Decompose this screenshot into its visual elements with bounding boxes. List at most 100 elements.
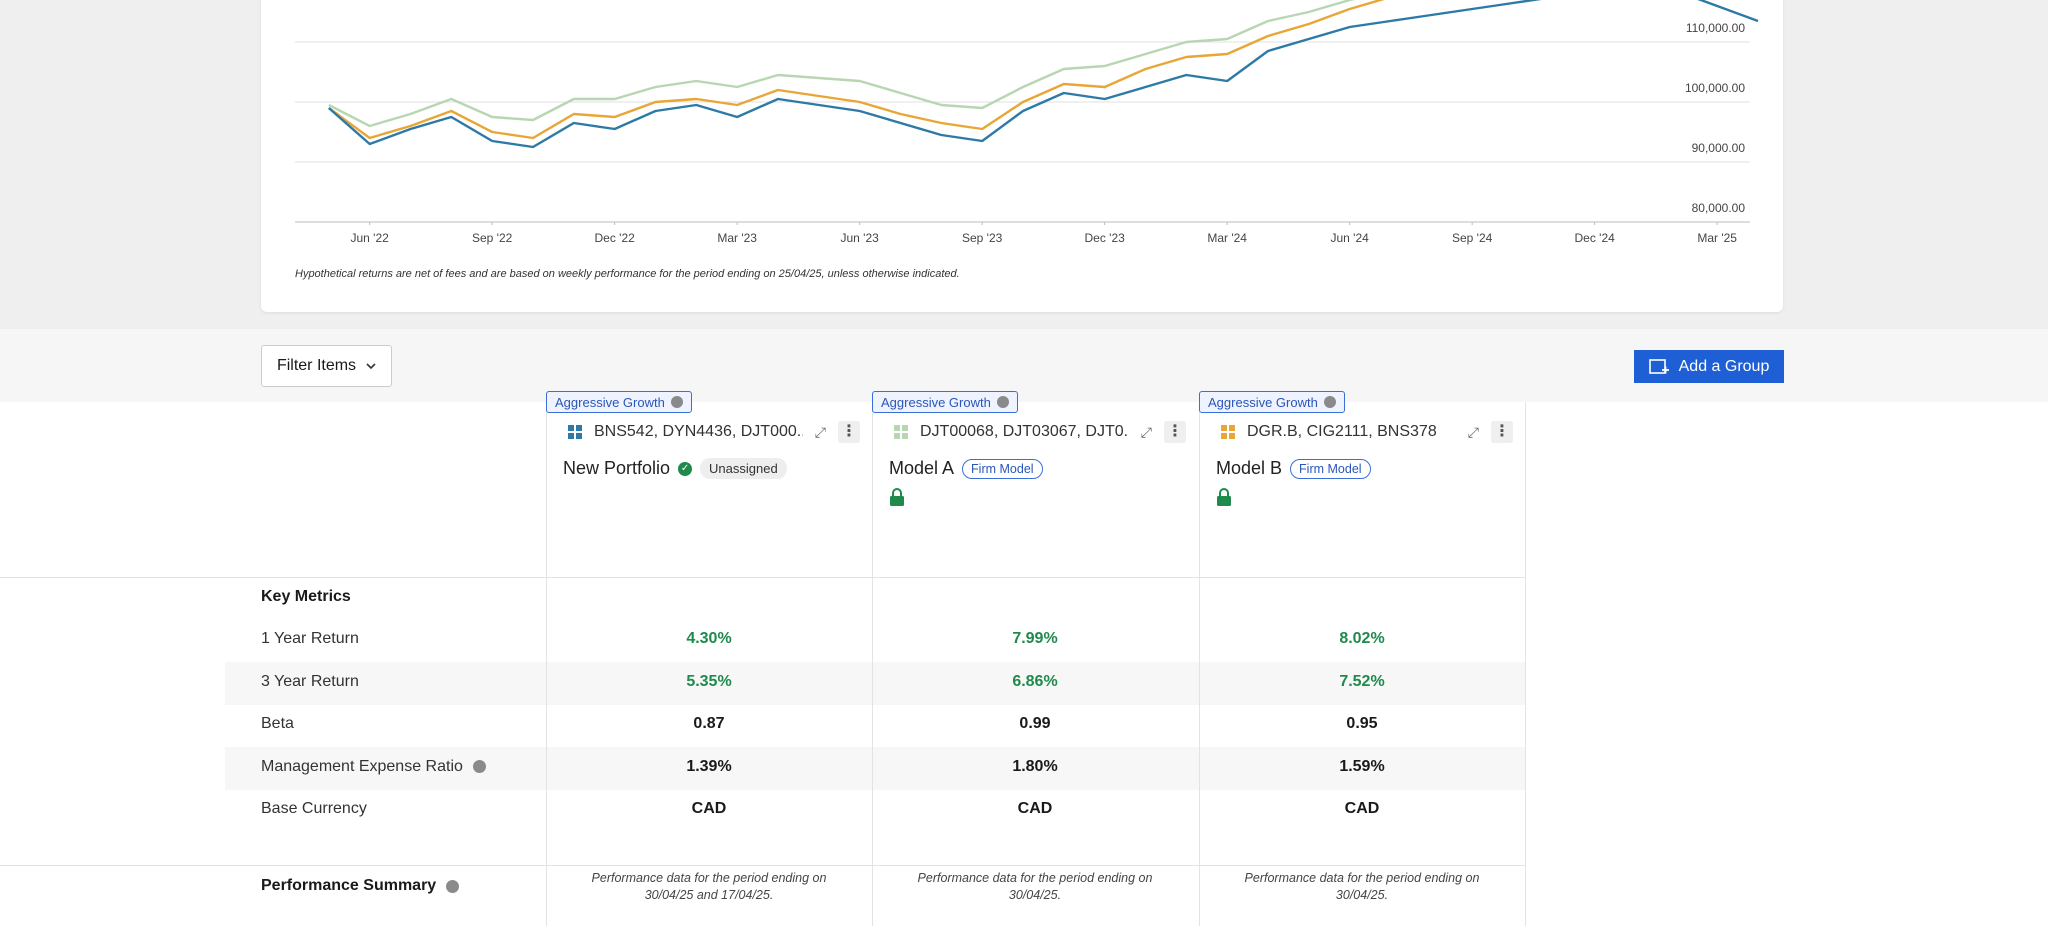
grid-icon <box>1221 425 1235 439</box>
metric-value: 0.95 <box>1346 715 1378 732</box>
metric-value: 0.87 <box>693 715 725 732</box>
x-tick-label: Dec '24 <box>1575 231 1616 245</box>
series-line <box>328 0 1356 128</box>
metric-value: 5.35% <box>686 672 732 690</box>
filter-button[interactable]: Filter Items <box>261 345 392 387</box>
model-name: Model A <box>889 458 955 478</box>
column-header: DJT00068, DJT03067, DJT0... ⤢ ⋮ <box>894 420 1186 444</box>
group-tag: Aggressive Growth <box>872 391 1018 413</box>
comparison-table: Key Metrics 1 Year Return 4.30% 7.99% 8.02% 3… <box>0 402 2048 926</box>
info-icon <box>446 879 460 893</box>
grid-icon-cell <box>1229 433 1235 439</box>
group-tag: Aggressive Growth <box>546 391 692 413</box>
x-tick-label: Mar '25 <box>1697 231 1737 245</box>
section-title: Performance Summary <box>261 877 460 895</box>
x-tick-label: Dec '22 <box>595 231 636 245</box>
row-label: 3 Year Return <box>261 673 359 691</box>
section-title: Key Metrics <box>261 588 351 605</box>
model-name: New Portfolio <box>563 458 671 478</box>
divider <box>0 577 1525 578</box>
grid-icon-cell <box>1221 433 1227 439</box>
grid-icon-cell <box>576 425 582 431</box>
grid-icon-cell <box>894 433 900 439</box>
metric-value: CAD <box>1017 800 1053 817</box>
column-header: BNS542, DYN4436, DJT000... ⤢ ⋮ <box>568 420 860 444</box>
row-label-text: 3 Year Return <box>261 672 359 690</box>
tickers: BNS542, DYN4436, DJT000... <box>594 423 803 440</box>
firm-badge: Firm Model <box>1290 458 1371 479</box>
section-title-text: Performance Summary <box>261 877 437 894</box>
group-tag-text: Aggressive Growth <box>881 394 991 410</box>
grid-icon-cell <box>902 425 908 431</box>
x-tick-label: Mar '24 <box>1207 231 1247 245</box>
row-stripe <box>225 662 1525 705</box>
tickers: DJT00068, DJT03067, DJT0... <box>920 423 1129 440</box>
column-divider <box>872 402 873 926</box>
group-tag-text: Aggressive Growth <box>1208 394 1318 410</box>
performance-note: Performance data for the period ending o… <box>1244 871 1480 902</box>
metric-value: 1.39% <box>686 757 732 775</box>
metric-value: 1.59% <box>1339 757 1385 775</box>
series-line <box>328 0 1759 149</box>
x-tick-label: Dec '23 <box>1085 231 1126 245</box>
info-icon <box>1323 396 1336 408</box>
column-divider <box>546 402 547 926</box>
group-tag-text: Aggressive Growth <box>555 394 665 410</box>
tickers: DGR.B, CIG2111, BNS378 <box>1247 423 1437 440</box>
chart-note: Hypothetical returns are net of fees and… <box>295 268 960 280</box>
row-label: Management Expense Ratio <box>261 758 486 776</box>
row-label-text: Beta <box>261 715 294 732</box>
grid-icon-cell <box>894 425 900 431</box>
expand-icon[interactable]: ⤢ <box>1140 423 1152 440</box>
x-tick-label: Sep '24 <box>1452 231 1493 245</box>
column-header: DGR.B, CIG2111, BNS378 ⤢ ⋮ <box>1221 420 1513 444</box>
grid-icon <box>568 425 582 439</box>
performance-note: Performance data for the period ending o… <box>591 871 827 902</box>
grid-icon-cell <box>568 425 574 431</box>
check-icon: ✓ <box>678 461 693 476</box>
row-label-text: 1 Year Return <box>261 630 359 647</box>
lock-icon <box>889 488 905 506</box>
row-label-text: Base Currency <box>261 800 367 817</box>
y-tick-label: 80,000.00 <box>1692 201 1746 215</box>
metric-value: 6.86% <box>1012 672 1058 690</box>
y-tick-label: 110,000.00 <box>1686 21 1745 35</box>
chart: 80,000.00 90,000.00 100,000.00 110,000.00 Ju… <box>295 0 1759 280</box>
filter-label: Filter Items <box>276 357 357 374</box>
expand-icon[interactable]: ⤢ <box>814 423 826 440</box>
grid-icon-cell <box>902 433 908 439</box>
metric-value: CAD <box>1344 800 1380 817</box>
add-group-icon <box>1648 358 1669 374</box>
grid-icon-cell <box>568 433 574 439</box>
x-tick-label: Mar '23 <box>717 231 757 245</box>
model-name-row: Model A Firm Model <box>889 458 1043 479</box>
grid-icon <box>894 425 908 439</box>
metric-value: CAD <box>691 800 727 817</box>
info-icon <box>670 396 683 408</box>
y-tick-label: 100,000.00 <box>1685 81 1745 95</box>
menu-icon[interactable]: ⋮ <box>838 421 860 443</box>
info-icon <box>996 396 1009 408</box>
x-tick-label: Sep '23 <box>962 231 1003 245</box>
divider <box>0 865 1525 866</box>
metric-value: 8.02% <box>1339 630 1385 647</box>
menu-icon[interactable]: ⋮ <box>1491 421 1513 443</box>
row-label: Beta <box>261 715 294 733</box>
row-label: 1 Year Return <box>261 630 359 648</box>
x-tick-label: Sep '22 <box>472 231 513 245</box>
lock-icon <box>1216 488 1232 506</box>
chart-card <box>261 0 1783 312</box>
info-icon <box>472 760 486 773</box>
row-label: Base Currency <box>261 800 367 818</box>
add-group-button[interactable]: Add a Group <box>1634 350 1784 383</box>
metric-value: 0.99 <box>1019 715 1051 732</box>
expand-icon[interactable]: ⤢ <box>1467 423 1479 440</box>
menu-icon[interactable]: ⋮ <box>1164 421 1186 443</box>
row-label-text: Management Expense Ratio <box>261 757 463 775</box>
chevron-icon <box>366 363 376 370</box>
grid-icon-cell <box>1221 425 1227 431</box>
model-name-row: New Portfolio ✓ Unassigned <box>563 458 787 479</box>
x-tick-label: Jun '22 <box>351 231 390 245</box>
firm-badge: Firm Model <box>962 458 1043 479</box>
lock-shape <box>1217 488 1231 506</box>
